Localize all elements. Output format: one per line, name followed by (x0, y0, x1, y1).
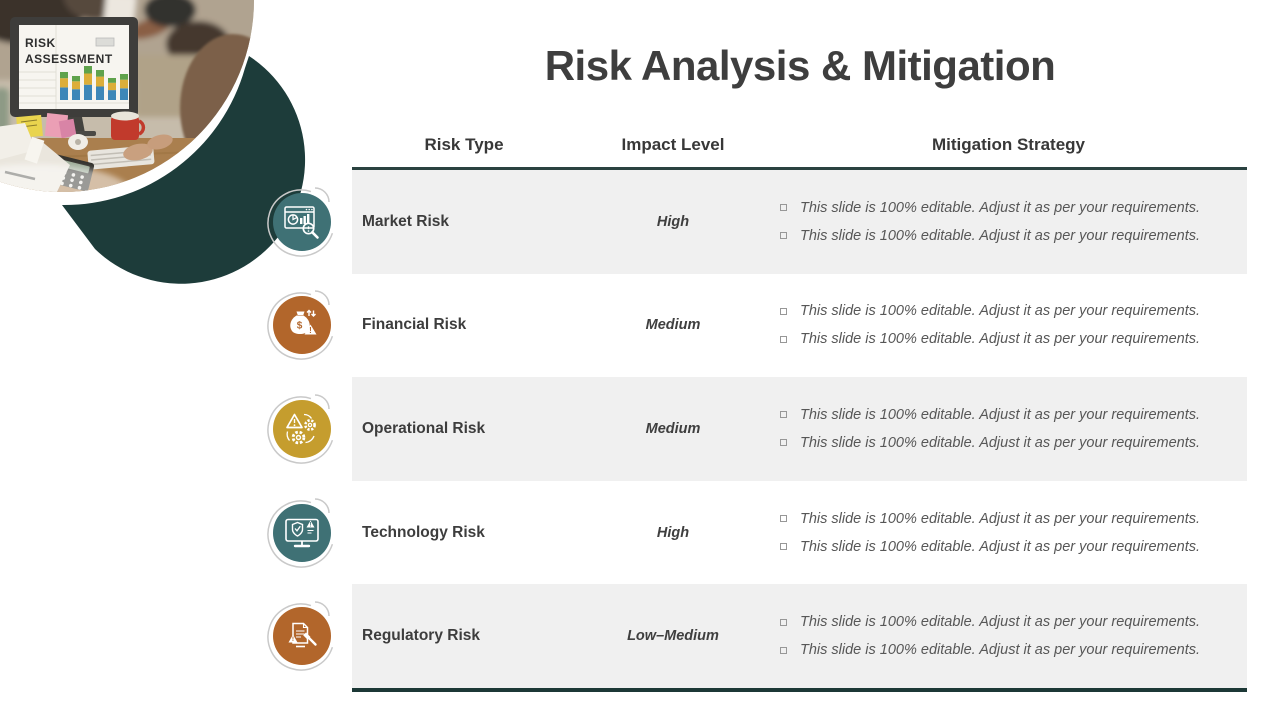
icon-ring-arc (267, 603, 335, 671)
bullet-text: This slide is 100% editable. Adjust it a… (800, 434, 1201, 451)
column-header-impact-level: Impact Level (621, 135, 725, 154)
bullet-item: This slide is 100% editable. Adjust it a… (780, 228, 1247, 244)
svg-text:!: ! (309, 326, 312, 335)
bullet-text: This slide is 100% editable. Adjust it a… (800, 303, 1201, 320)
regulatory-risk-icon: ! (264, 598, 340, 674)
market-risk-icon (264, 184, 340, 260)
bullet-square-icon (780, 646, 787, 654)
impact-level-value: Low–Medium (627, 628, 719, 645)
page-title: Risk Analysis & Mitigation (544, 42, 1056, 89)
bullet-text: This slide is 100% editable. Adjust it a… (800, 538, 1201, 555)
risk-type-label: Operational Risk (362, 419, 486, 437)
technology-risk-icon: ! (264, 495, 340, 571)
mitigation-bullets: This slide is 100% editable. Adjust it a… (770, 303, 1247, 347)
bullet-item: This slide is 100% editable. Adjust it a… (780, 407, 1247, 423)
bullet-item: This slide is 100% editable. Adjust it a… (780, 539, 1247, 555)
bullet-square-icon (780, 411, 787, 419)
table-row-operational-risk: Operational Risk Medium This slide is 10… (352, 377, 1247, 481)
bullet-square-icon (780, 307, 787, 315)
bottom-rule (352, 688, 1247, 692)
bullet-text: This slide is 100% editable. Adjust it a… (800, 331, 1201, 348)
icon-ring-hook (314, 601, 330, 617)
bullet-text: This slide is 100% editable. Adjust it a… (800, 199, 1201, 216)
bullet-square-icon (780, 543, 787, 551)
table-row-financial-risk: Financial Risk Medium This slide is 100%… (352, 274, 1247, 378)
photo-mug (111, 111, 146, 140)
bullet-text: This slide is 100% editable. Adjust it a… (800, 406, 1201, 423)
risk-table: Market Risk High This slide is 100% edit… (352, 170, 1247, 688)
analytics-magnifier-glyph (284, 206, 319, 239)
impact-level-value: Medium (645, 317, 701, 334)
bullet-text: This slide is 100% editable. Adjust it a… (800, 510, 1201, 527)
bullet-item: This slide is 100% editable. Adjust it a… (780, 642, 1247, 658)
bullet-item: This slide is 100% editable. Adjust it a… (780, 511, 1247, 527)
icon-ring-hook (314, 498, 330, 514)
risk-type-label: Regulatory Risk (362, 627, 481, 645)
icon-ring-arc (267, 396, 335, 464)
table-row-regulatory-risk: Regulatory Risk Low–Medium This slide is… (352, 584, 1247, 688)
bullet-square-icon (780, 618, 787, 626)
svg-text:!: ! (292, 636, 294, 643)
bullet-square-icon (780, 335, 787, 343)
icon-ring-hook (314, 187, 330, 203)
icon-ring-arc (267, 292, 335, 360)
bullet-text: This slide is 100% editable. Adjust it a… (800, 642, 1201, 659)
icon-ring-hook (314, 394, 330, 410)
risk-type-label: Technology Risk (362, 523, 485, 541)
document-gavel-warning-glyph: ! (288, 622, 317, 648)
bullet-item: This slide is 100% editable. Adjust it a… (780, 200, 1247, 216)
photo-screen-text-line1: RISK (25, 36, 56, 50)
photo-monitor: RISK ASSESSMENT (10, 17, 138, 136)
bullet-square-icon (780, 204, 787, 212)
bullet-square-icon (780, 439, 787, 447)
icon-ring-arc (267, 189, 335, 257)
impact-level-value: High (656, 213, 690, 230)
decorative-swoosh (62, 56, 306, 284)
table-row-market-risk: Market Risk High This slide is 100% edit… (352, 170, 1247, 274)
bullet-text: This slide is 100% editable. Adjust it a… (800, 227, 1201, 244)
svg-text:$: $ (297, 321, 303, 332)
photo-decoration: RISK ASSESSMENT (0, 0, 310, 295)
impact-level-value: Medium (645, 420, 701, 437)
icon-ring-hook (314, 290, 330, 306)
office-photo: RISK ASSESSMENT (0, 0, 306, 284)
bullet-square-icon (780, 232, 787, 240)
impact-level-value: High (656, 524, 690, 541)
warning-gears-glyph (286, 413, 316, 445)
bullet-item: This slide is 100% editable. Adjust it a… (780, 303, 1247, 319)
mitigation-bullets: This slide is 100% editable. Adjust it a… (770, 511, 1247, 555)
header-rule (352, 167, 1247, 170)
mitigation-bullets: This slide is 100% editable. Adjust it a… (770, 614, 1247, 658)
svg-text:!: ! (310, 522, 312, 528)
financial-risk-icon: $ ! (264, 287, 340, 363)
bullet-item: This slide is 100% editable. Adjust it a… (780, 435, 1247, 451)
column-header-risk-type: Risk Type (424, 135, 504, 154)
bullet-item: This slide is 100% editable. Adjust it a… (780, 614, 1247, 630)
operational-risk-icon (264, 391, 340, 467)
risk-type-label: Market Risk (362, 212, 450, 230)
risk-type-label: Financial Risk (362, 316, 467, 334)
photo-bar-chart (60, 37, 128, 100)
bullet-square-icon (780, 515, 787, 523)
photo-screen-text-line2: ASSESSMENT (25, 52, 113, 66)
table-row-technology-risk: Technology Risk High This slide is 100% … (352, 481, 1247, 585)
bullet-item: This slide is 100% editable. Adjust it a… (780, 331, 1247, 347)
column-header-mitigation-strategy: Mitigation Strategy (931, 135, 1085, 154)
mitigation-bullets: This slide is 100% editable. Adjust it a… (770, 407, 1247, 451)
mitigation-bullets: This slide is 100% editable. Adjust it a… (770, 200, 1247, 244)
monitor-shield-glyph: ! (285, 518, 319, 548)
money-bag-warning-glyph: $ ! (290, 309, 317, 335)
bullet-text: This slide is 100% editable. Adjust it a… (800, 614, 1201, 631)
icon-ring-arc (267, 500, 335, 568)
